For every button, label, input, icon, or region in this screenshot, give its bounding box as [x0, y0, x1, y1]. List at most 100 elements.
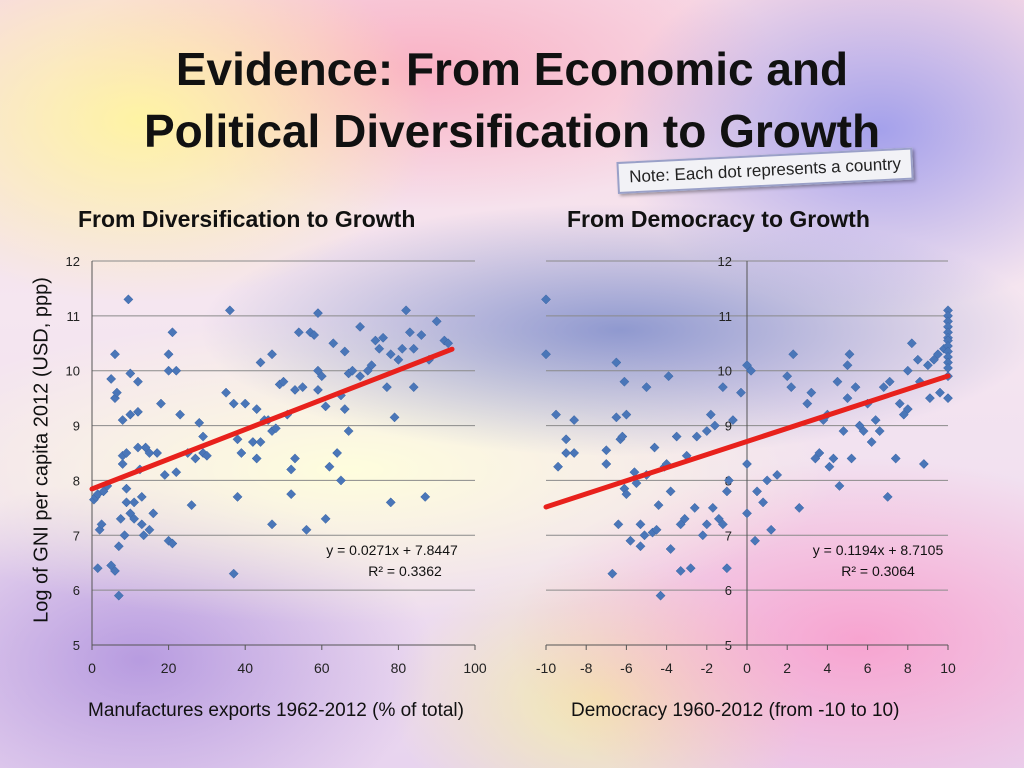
data-point	[316, 371, 327, 382]
data-point	[110, 349, 120, 360]
x-tick-label: 4	[824, 660, 832, 676]
x-tick-label: -4	[660, 660, 673, 676]
data-point	[251, 404, 262, 415]
data-point	[332, 448, 343, 458]
y-tick-label: 9	[725, 419, 732, 434]
data-point	[125, 368, 136, 379]
right-chart-title: From Democracy to Growth	[567, 206, 870, 232]
data-point	[293, 327, 304, 338]
data-point	[794, 502, 805, 513]
y-tick-label: 10	[718, 364, 732, 379]
title-line-1: Evidence: From Economic and	[175, 43, 849, 95]
y-tick-label: 12	[66, 254, 80, 269]
data-point	[844, 349, 855, 360]
data-point	[278, 376, 289, 387]
data-point	[665, 544, 676, 554]
data-point	[232, 434, 243, 445]
data-point	[121, 497, 132, 508]
data-point	[339, 404, 350, 415]
data-point	[758, 497, 769, 508]
data-point	[866, 437, 877, 447]
data-point	[111, 387, 122, 398]
data-point	[201, 450, 212, 461]
data-point	[611, 357, 622, 368]
x-tick-label: 100	[463, 660, 487, 676]
data-point	[381, 382, 392, 393]
data-point	[551, 409, 562, 420]
data-point	[924, 393, 935, 404]
data-point	[138, 530, 149, 541]
data-point	[121, 448, 132, 458]
data-point	[569, 415, 580, 426]
data-point	[882, 491, 893, 502]
data-point	[339, 346, 350, 357]
data-point	[553, 461, 564, 472]
data-point	[842, 360, 853, 371]
data-point	[119, 530, 130, 541]
data-point	[152, 448, 163, 458]
data-point	[772, 469, 783, 480]
y-tick-label: 12	[718, 254, 732, 269]
data-point	[385, 497, 396, 508]
data-point	[569, 448, 580, 458]
data-point	[186, 500, 197, 511]
data-point	[378, 332, 389, 343]
data-point	[641, 382, 652, 393]
data-point	[370, 335, 381, 346]
data-point	[92, 563, 103, 574]
data-point	[653, 500, 664, 511]
data-point	[649, 442, 660, 453]
data-point	[175, 409, 186, 420]
data-point	[601, 459, 612, 469]
data-point	[619, 376, 630, 387]
data-point	[251, 453, 262, 464]
y-tick-label: 5	[73, 638, 80, 653]
data-point	[397, 343, 408, 354]
data-point	[912, 354, 923, 365]
data-point	[884, 376, 895, 387]
trendline-equation: y = 0.1194x + 8.7105	[813, 542, 944, 558]
data-point	[286, 464, 297, 475]
data-point	[133, 376, 143, 387]
data-point	[313, 384, 323, 395]
data-point	[159, 469, 170, 480]
data-point	[247, 437, 258, 447]
data-point	[832, 376, 843, 387]
data-point	[639, 530, 650, 541]
data-point	[607, 568, 618, 579]
data-point	[561, 448, 572, 458]
data-point	[935, 387, 945, 398]
data-point	[870, 415, 881, 426]
data-point	[133, 442, 143, 453]
data-point	[228, 398, 239, 409]
data-point	[144, 524, 155, 535]
data-point	[267, 519, 277, 530]
data-point	[290, 453, 300, 464]
data-point	[906, 338, 917, 349]
y-tick-label: 7	[73, 528, 80, 543]
data-point	[890, 453, 901, 464]
data-point	[221, 387, 232, 398]
data-point	[541, 349, 551, 360]
x-tick-label: -10	[536, 660, 556, 676]
data-point	[806, 387, 817, 398]
data-point	[651, 524, 662, 535]
data-point	[328, 338, 339, 349]
data-point	[408, 343, 419, 354]
data-point	[932, 349, 943, 360]
data-point	[746, 365, 756, 376]
data-point	[782, 371, 793, 382]
data-point	[347, 365, 358, 376]
trendline-equation: y = 0.0271x + 7.8447	[326, 542, 458, 558]
data-point	[408, 382, 419, 393]
data-point	[136, 491, 147, 502]
data-point	[655, 590, 666, 601]
data-point	[171, 467, 182, 478]
x-tick-label: 10	[940, 660, 956, 676]
data-point	[136, 519, 147, 530]
data-point	[894, 398, 905, 409]
data-point	[691, 431, 702, 442]
data-point	[224, 305, 235, 316]
